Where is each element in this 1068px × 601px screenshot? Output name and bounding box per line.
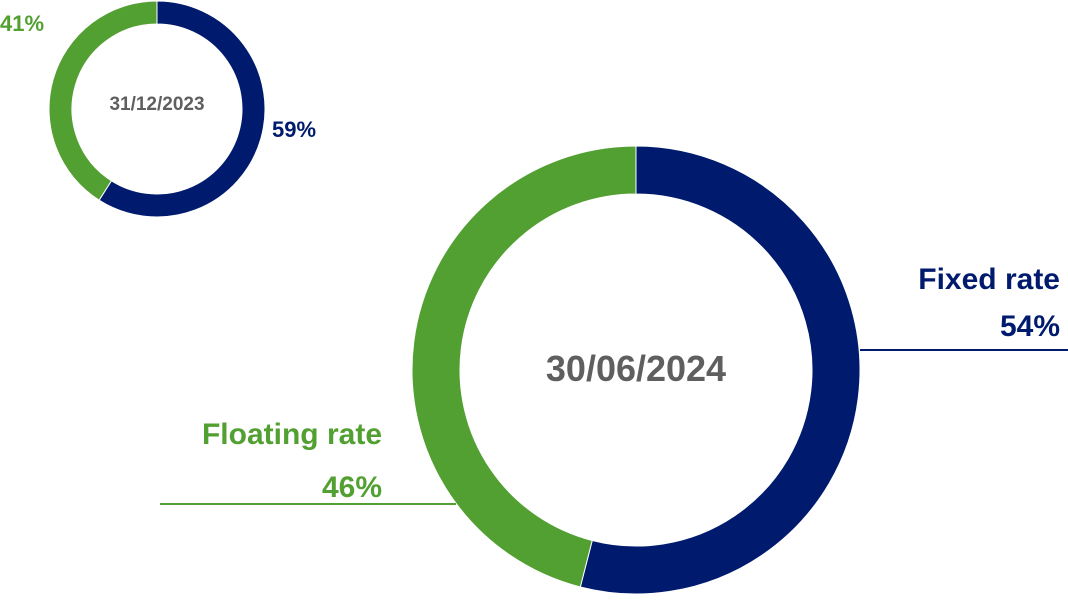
slice-fixed-rate-2023: [98, 0, 266, 218]
fixed-rate-percent-2024: 54%: [1000, 310, 1060, 343]
slice-fixed-rate-2024: [579, 145, 861, 595]
floating-rate-percent-2023: 41%: [0, 11, 44, 36]
center-label-2023: 31/12/2023: [109, 94, 204, 115]
center-label-2024: 30/06/2024: [546, 348, 726, 389]
slice-floating-rate-2024: [411, 145, 637, 588]
floating-rate-percent-2024: 46%: [322, 471, 382, 504]
floating-rate-label: Floating rate: [202, 418, 382, 451]
donut-chart-2023: 31/12/2023 59% 41%: [0, 0, 316, 218]
fixed-rate-label: Fixed rate: [918, 263, 1060, 296]
donut-chart-2024: 30/06/2024 Fixed rate 54% Floating rate …: [160, 145, 1068, 595]
slice-floating-rate-2023: [48, 0, 158, 201]
fixed-rate-percent-2023: 59%: [272, 117, 316, 142]
